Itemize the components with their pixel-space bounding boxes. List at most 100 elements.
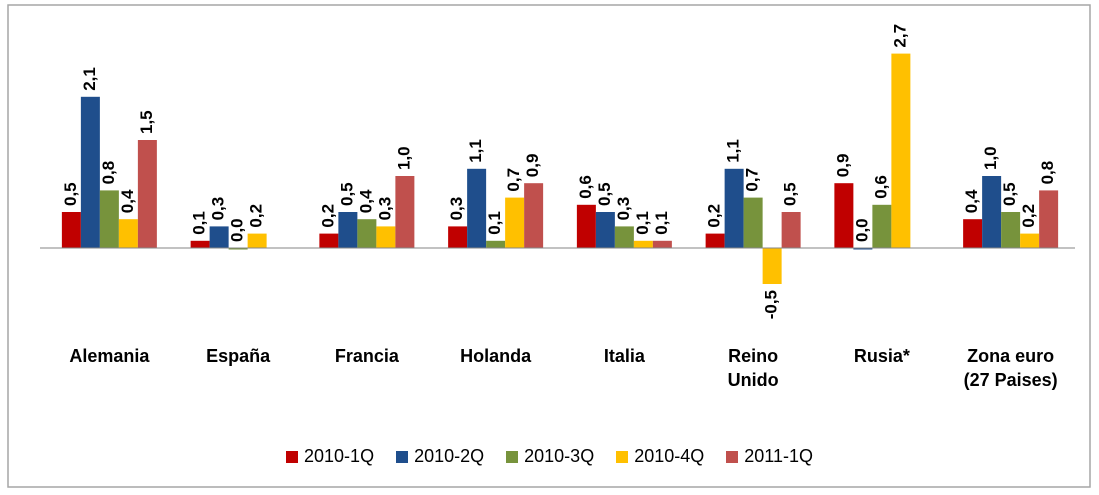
value-label: 0,3 xyxy=(209,197,228,221)
bar xyxy=(781,212,801,248)
value-label: 1,0 xyxy=(394,146,413,170)
bar xyxy=(595,212,615,248)
bar xyxy=(118,219,138,248)
value-label: 0,9 xyxy=(523,154,542,178)
value-label: 0,3 xyxy=(375,197,394,221)
bar xyxy=(762,248,782,284)
bar xyxy=(891,53,911,248)
bar xyxy=(705,233,725,248)
bar xyxy=(228,248,248,250)
legend-swatch xyxy=(726,450,739,463)
value-label: 0,6 xyxy=(871,175,890,199)
value-label: 0,3 xyxy=(614,197,633,221)
value-label: 0,2 xyxy=(1019,204,1038,228)
bar xyxy=(319,233,339,248)
value-label: 0,4 xyxy=(962,189,981,213)
legend-label: 2011-1Q xyxy=(744,446,813,466)
bar xyxy=(652,240,672,248)
legend-swatch xyxy=(506,450,519,463)
bar xyxy=(724,168,744,248)
value-label: 0,2 xyxy=(247,204,266,228)
value-label: 1,0 xyxy=(981,146,1000,170)
bar xyxy=(524,183,544,248)
bar xyxy=(1039,190,1059,248)
value-label: 0,1 xyxy=(633,211,652,235)
x-tick-label: Holanda xyxy=(460,346,532,366)
x-tick-label: Italia xyxy=(603,346,645,366)
value-label: 2,1 xyxy=(80,67,99,91)
value-label: 0,3 xyxy=(447,197,466,221)
bar xyxy=(395,176,415,248)
bar xyxy=(633,240,653,248)
value-label: 0,4 xyxy=(118,189,137,213)
bar xyxy=(448,226,468,248)
bar xyxy=(614,226,634,248)
legend-label: 2010-3Q xyxy=(524,446,595,466)
legend-swatch xyxy=(396,450,409,463)
legend-swatch xyxy=(286,450,299,463)
value-label: 0,2 xyxy=(318,204,337,228)
value-label: 0,7 xyxy=(504,168,523,192)
legend-item: 2010-1Q xyxy=(286,446,374,467)
legend-item: 2010-2Q xyxy=(396,446,484,467)
bar xyxy=(61,212,81,248)
bar xyxy=(576,204,596,248)
value-label: 0,9 xyxy=(833,154,852,178)
value-label: 1,1 xyxy=(466,139,485,163)
x-tick-label: Francia xyxy=(334,346,399,366)
bar xyxy=(80,96,100,248)
bar xyxy=(338,212,358,248)
bar xyxy=(467,168,487,248)
value-label: 0,6 xyxy=(576,175,595,199)
x-tick-label: Rusia* xyxy=(853,346,910,366)
value-label: 0,2 xyxy=(705,204,724,228)
value-label: 0,8 xyxy=(99,161,118,185)
value-label: 1,1 xyxy=(724,139,743,163)
bar xyxy=(872,204,892,248)
bar xyxy=(1001,212,1021,248)
bar xyxy=(1020,233,1040,248)
bar xyxy=(209,226,229,248)
bar xyxy=(247,233,267,248)
legend-label: 2010-1Q xyxy=(304,446,375,466)
value-label: 0,0 xyxy=(228,218,247,242)
x-tick-label: España xyxy=(206,346,271,366)
value-label: -0,5 xyxy=(762,290,781,319)
legend-label: 2010-4Q xyxy=(634,446,705,466)
bar xyxy=(357,219,377,248)
bar xyxy=(99,190,119,248)
chart-frame xyxy=(7,4,1091,488)
bar xyxy=(486,240,506,248)
legend-swatch xyxy=(616,450,629,463)
bar xyxy=(834,183,854,248)
value-label: 0,7 xyxy=(743,168,762,192)
value-label: 0,1 xyxy=(190,211,209,235)
value-label: 2,7 xyxy=(890,24,909,48)
legend-item: 2010-4Q xyxy=(616,446,704,467)
value-label: 0,4 xyxy=(356,189,375,213)
bar xyxy=(505,197,525,248)
x-tick-label: Zona euro (27 Paises) xyxy=(963,346,1058,390)
legend-label: 2010-2Q xyxy=(414,446,485,466)
bar xyxy=(376,226,396,248)
value-label: 1,5 xyxy=(137,110,156,134)
value-label: 0,0 xyxy=(852,218,871,242)
bar xyxy=(963,219,983,248)
value-label: 0,1 xyxy=(652,211,671,235)
legend-item: 2010-3Q xyxy=(506,446,594,467)
value-label: 0,1 xyxy=(485,211,504,235)
value-label: 0,5 xyxy=(337,182,356,206)
bar xyxy=(190,240,210,248)
value-label: 0,5 xyxy=(61,182,80,206)
bar xyxy=(743,197,763,248)
value-label: 0,5 xyxy=(595,182,614,206)
bar xyxy=(853,248,873,250)
value-label: 0,5 xyxy=(781,182,800,206)
x-tick-label: Alemania xyxy=(69,346,150,366)
value-label: 0,5 xyxy=(1000,182,1019,206)
legend-item: 2011-1Q xyxy=(726,446,813,467)
bar xyxy=(137,140,157,248)
legend: 2010-1Q 2010-2Q 2010-3Q 2010-4Q 2011-1Q xyxy=(0,446,1099,467)
